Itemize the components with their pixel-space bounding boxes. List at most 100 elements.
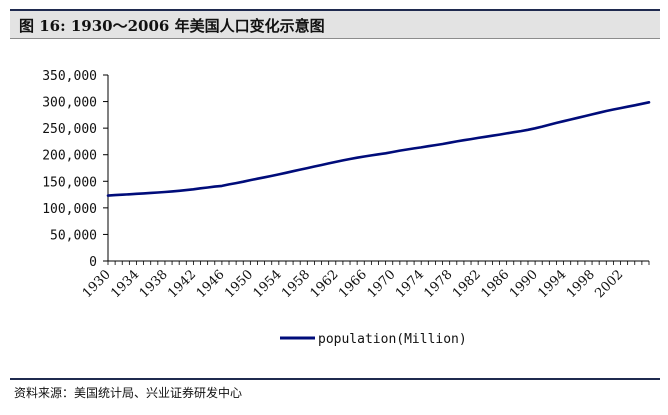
x-tick-label: 1994 bbox=[535, 267, 569, 301]
x-tick-label: 1942 bbox=[165, 267, 199, 301]
x-tick-label: 1962 bbox=[308, 267, 342, 301]
population-data-point bbox=[434, 144, 436, 146]
population-data-point bbox=[207, 186, 209, 188]
population-data-point bbox=[192, 188, 194, 190]
x-tick-label: 1954 bbox=[251, 267, 285, 301]
population-data-point bbox=[278, 173, 280, 175]
population-data-point bbox=[313, 165, 315, 167]
population-data-point bbox=[214, 185, 216, 187]
population-data-point bbox=[114, 194, 116, 196]
population-line-chart: 0 50,000 100,000 150,000 200,000 250,000 300,0… bbox=[42, 69, 651, 347]
population-data-point bbox=[299, 168, 301, 170]
population-data-point bbox=[178, 190, 180, 192]
x-tick-label: 1998 bbox=[564, 267, 598, 301]
y-tick-label: 300,000 bbox=[42, 96, 97, 111]
population-data-point bbox=[555, 122, 557, 124]
x-tick-label: 2002 bbox=[592, 267, 626, 301]
population-data-point bbox=[427, 145, 429, 147]
population-data-point bbox=[185, 189, 187, 191]
population-data-point bbox=[477, 137, 479, 139]
population-data-point bbox=[320, 164, 322, 166]
population-data-point bbox=[392, 151, 394, 153]
x-tick-label: 1938 bbox=[137, 267, 171, 301]
population-data-point bbox=[363, 155, 365, 157]
population-data-point bbox=[484, 136, 486, 138]
population-data-point bbox=[221, 185, 223, 187]
population-data-point bbox=[285, 172, 287, 174]
population-data-point bbox=[505, 132, 507, 134]
x-tick-label: 1946 bbox=[194, 267, 228, 301]
x-tick-label: 1958 bbox=[279, 267, 313, 301]
population-data-point bbox=[470, 138, 472, 140]
y-tick-label: 350,000 bbox=[42, 69, 97, 84]
population-data-point bbox=[612, 108, 614, 110]
population-data-point bbox=[335, 161, 337, 163]
population-data-point bbox=[591, 113, 593, 115]
population-data-point bbox=[377, 153, 379, 155]
population-data-point bbox=[107, 194, 109, 196]
population-data-point bbox=[441, 143, 443, 145]
population-data-point bbox=[235, 182, 237, 184]
population-data-point bbox=[413, 147, 415, 149]
population-data-point bbox=[150, 192, 152, 194]
population-data-point bbox=[271, 175, 273, 177]
population-data-point bbox=[256, 178, 258, 180]
population-data-point bbox=[513, 131, 515, 133]
population-data-point bbox=[370, 154, 372, 156]
population-data-point bbox=[541, 125, 543, 127]
population-data-point bbox=[626, 106, 628, 108]
population-data-point bbox=[498, 133, 500, 135]
population-data-point bbox=[406, 148, 408, 150]
population-data-point bbox=[648, 101, 650, 103]
population-data-point bbox=[171, 190, 173, 192]
population-data-point bbox=[420, 146, 422, 148]
population-data-point bbox=[399, 149, 401, 151]
footer-rule bbox=[10, 378, 660, 380]
x-tick-label: 1974 bbox=[393, 267, 427, 301]
population-data-point bbox=[242, 181, 244, 183]
source-note: 资料来源：美国统计局、兴业证券研发中心 bbox=[14, 386, 243, 400]
legend-label: population(Million) bbox=[318, 332, 467, 347]
figure-title: 图 16: 1930～2006 年美国人口变化示意图 bbox=[19, 17, 325, 35]
population-data-point bbox=[292, 170, 294, 172]
x-tick-label: 1934 bbox=[108, 267, 142, 301]
y-tick-label: 150,000 bbox=[42, 175, 97, 190]
population-data-point bbox=[157, 191, 159, 193]
y-tick-label: 50,000 bbox=[50, 228, 97, 243]
population-data-point bbox=[263, 176, 265, 178]
population-data-point bbox=[342, 159, 344, 161]
population-data-point bbox=[491, 135, 493, 137]
population-data-point bbox=[142, 192, 144, 194]
population-data-point bbox=[356, 157, 358, 159]
population-data-point bbox=[384, 152, 386, 154]
population-data-point bbox=[328, 162, 330, 164]
population-data-point bbox=[306, 167, 308, 169]
x-tick-label: 1966 bbox=[336, 267, 370, 301]
population-data-point bbox=[349, 158, 351, 160]
population-data-point bbox=[463, 139, 465, 141]
population-data-point bbox=[598, 112, 600, 114]
population-data-point bbox=[199, 187, 201, 189]
population-data-point bbox=[605, 110, 607, 112]
population-data-point bbox=[577, 117, 579, 119]
population-data-point bbox=[619, 107, 621, 109]
population-data-point bbox=[135, 193, 137, 195]
population-data-point bbox=[128, 193, 130, 195]
population-data-point bbox=[584, 115, 586, 117]
x-tick-label: 1982 bbox=[450, 267, 484, 301]
figure-title-bar: 图 16: 1930～2006 年美国人口变化示意图 bbox=[10, 9, 660, 39]
population-data-point bbox=[449, 142, 451, 144]
y-tick-label: 0 bbox=[89, 255, 97, 270]
population-data-point bbox=[228, 183, 230, 185]
x-tick-label: 1978 bbox=[422, 267, 456, 301]
population-data-point bbox=[562, 120, 564, 122]
x-tick-label: 1970 bbox=[365, 267, 399, 301]
x-tick-label: 1930 bbox=[80, 267, 114, 301]
population-data-point bbox=[456, 140, 458, 142]
y-tick-label: 200,000 bbox=[42, 149, 97, 164]
population-data-point bbox=[641, 103, 643, 105]
population-data-point bbox=[534, 127, 536, 129]
population-data-point bbox=[570, 118, 572, 120]
x-tick-label: 1986 bbox=[478, 267, 512, 301]
y-tick-label: 100,000 bbox=[42, 202, 97, 217]
